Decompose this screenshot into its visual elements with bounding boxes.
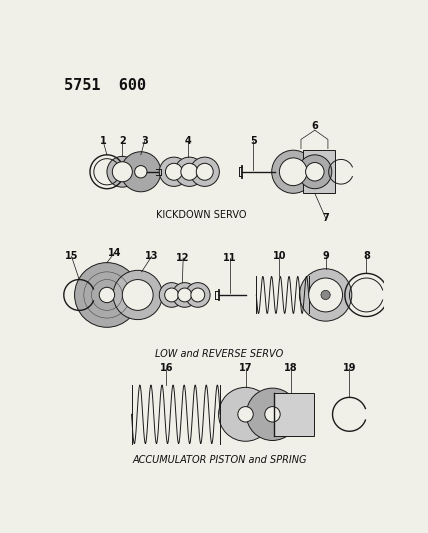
Circle shape [113,270,162,320]
Text: 1: 1 [100,136,107,146]
Circle shape [159,157,189,187]
Text: 2: 2 [119,136,126,146]
Text: 5751  600: 5751 600 [64,78,146,93]
Circle shape [196,163,213,180]
Circle shape [165,288,178,302]
Text: 4: 4 [184,136,191,146]
Text: 5: 5 [250,136,257,146]
Text: 9: 9 [322,252,329,262]
Circle shape [135,166,147,178]
Circle shape [159,282,184,308]
Text: LOW and REVERSE SERVO: LOW and REVERSE SERVO [155,349,283,359]
Circle shape [122,280,153,310]
Text: 18: 18 [284,363,298,373]
Circle shape [219,387,273,441]
Circle shape [99,287,115,303]
Text: 17: 17 [239,363,252,373]
Circle shape [265,407,280,422]
Circle shape [172,282,197,308]
Text: 11: 11 [223,253,237,263]
Text: 12: 12 [176,253,190,263]
FancyBboxPatch shape [303,150,335,193]
Circle shape [309,278,342,312]
Text: 16: 16 [160,363,173,373]
Text: 10: 10 [273,252,286,262]
Text: 15: 15 [65,252,78,262]
Text: 3: 3 [141,136,148,146]
Circle shape [298,155,332,189]
Circle shape [238,407,253,422]
Text: 14: 14 [108,248,122,257]
Circle shape [178,288,192,302]
Circle shape [185,282,210,308]
Circle shape [74,263,139,327]
Text: 6: 6 [312,120,318,131]
Circle shape [121,152,161,192]
Text: 8: 8 [363,252,370,262]
Text: 7: 7 [322,213,329,223]
Circle shape [272,150,315,193]
Circle shape [321,290,330,300]
Circle shape [166,163,182,180]
FancyBboxPatch shape [274,393,314,436]
Text: ACCUMULATOR PISTON and SPRING: ACCUMULATOR PISTON and SPRING [132,455,306,465]
Circle shape [190,157,219,187]
Circle shape [112,161,132,182]
Circle shape [300,269,352,321]
Circle shape [175,157,204,187]
Text: 13: 13 [145,252,158,262]
Text: 19: 19 [343,363,356,373]
Circle shape [246,388,299,440]
Circle shape [306,163,324,181]
Circle shape [181,163,198,180]
Circle shape [107,156,138,187]
Circle shape [279,158,307,185]
Circle shape [191,288,205,302]
Text: KICKDOWN SERVO: KICKDOWN SERVO [156,210,246,220]
